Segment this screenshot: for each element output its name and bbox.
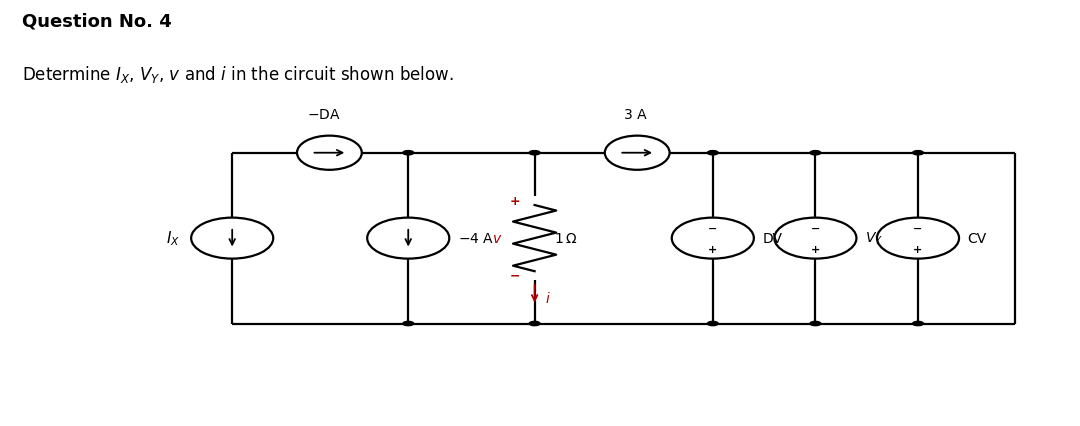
Text: $-4$ A: $-4$ A — [458, 232, 495, 245]
Text: +: + — [914, 244, 922, 254]
Circle shape — [707, 151, 718, 155]
Text: −: − — [510, 269, 521, 282]
Circle shape — [403, 322, 414, 326]
Text: 3 A: 3 A — [624, 107, 646, 121]
Text: Question No. 4: Question No. 4 — [22, 13, 172, 31]
Circle shape — [913, 322, 923, 326]
Text: DV: DV — [762, 232, 783, 245]
Text: $-$DA: $-$DA — [307, 107, 341, 121]
Circle shape — [529, 322, 540, 326]
Text: −: − — [914, 223, 922, 233]
Text: $V_Y$: $V_Y$ — [865, 230, 883, 247]
Text: −: − — [708, 223, 717, 233]
Circle shape — [913, 151, 923, 155]
Text: $1\,\Omega$: $1\,\Omega$ — [554, 232, 577, 245]
Circle shape — [529, 151, 540, 155]
Text: $I_X$: $I_X$ — [166, 229, 180, 248]
Circle shape — [810, 322, 821, 326]
Circle shape — [810, 151, 821, 155]
Text: +: + — [708, 244, 717, 254]
Text: −: − — [811, 223, 820, 233]
Circle shape — [707, 322, 718, 326]
Text: $v$: $v$ — [491, 232, 502, 245]
Text: +: + — [811, 244, 820, 254]
Text: +: + — [510, 195, 521, 208]
Text: $i$: $i$ — [545, 291, 551, 305]
Text: Determine $I_X$, $V_Y$, $v$ and $i$ in the circuit shown below.: Determine $I_X$, $V_Y$, $v$ and $i$ in t… — [22, 64, 454, 85]
Circle shape — [403, 151, 414, 155]
Text: CV: CV — [968, 232, 987, 245]
